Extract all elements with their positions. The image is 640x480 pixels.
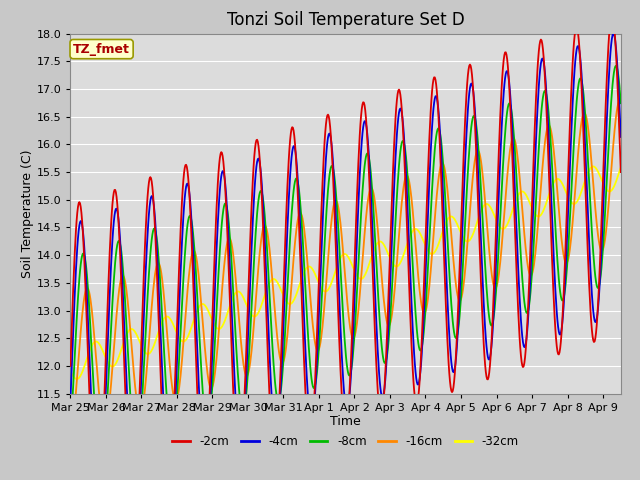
Y-axis label: Soil Temperature (C): Soil Temperature (C) xyxy=(21,149,34,278)
X-axis label: Time: Time xyxy=(330,415,361,429)
Title: Tonzi Soil Temperature Set D: Tonzi Soil Temperature Set D xyxy=(227,11,465,29)
Legend: -2cm, -4cm, -8cm, -16cm, -32cm: -2cm, -4cm, -8cm, -16cm, -32cm xyxy=(168,430,524,453)
Text: TZ_fmet: TZ_fmet xyxy=(73,43,130,56)
